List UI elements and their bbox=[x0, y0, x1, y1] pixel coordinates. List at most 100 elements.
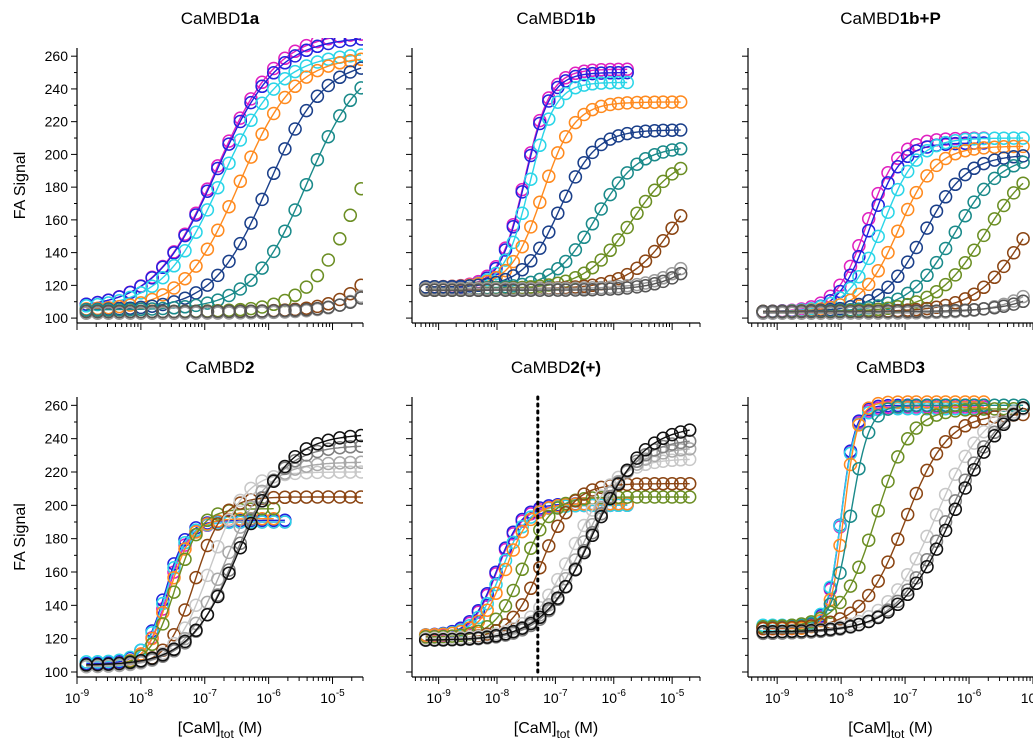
data-point-series-6 bbox=[299, 177, 314, 192]
data-point-series-10 bbox=[594, 282, 608, 297]
data-point-series-6 bbox=[594, 202, 608, 216]
data-point-series-7 bbox=[222, 513, 236, 527]
data-point-series-7 bbox=[967, 243, 981, 257]
data-point-series-2 bbox=[603, 66, 617, 80]
data-point-series-2 bbox=[278, 56, 292, 70]
data-point-series-4 bbox=[498, 562, 513, 577]
data-point-series-4 bbox=[852, 287, 866, 302]
data-point-series-6 bbox=[222, 503, 236, 517]
data-point-series-8 bbox=[987, 415, 1002, 430]
data-point-series-9 bbox=[647, 443, 662, 457]
data-point-series-10 bbox=[756, 304, 770, 319]
data-point-series-9 bbox=[900, 583, 915, 597]
data-point-series-2 bbox=[843, 268, 858, 282]
data-point-series-6 bbox=[577, 230, 591, 245]
data-point-series-6 bbox=[938, 405, 953, 420]
data-point-series-7 bbox=[333, 465, 347, 479]
y-tick-label: 100 bbox=[45, 310, 69, 326]
data-point-series-4 bbox=[585, 102, 600, 117]
data-point-series-10 bbox=[558, 283, 573, 297]
data-point-series-2 bbox=[244, 95, 258, 110]
data-point-series-3 bbox=[167, 561, 181, 575]
data-point-series-10 bbox=[665, 427, 679, 442]
data-point-series-5 bbox=[673, 490, 688, 504]
panel-title: CaMBD1b+P bbox=[840, 9, 941, 28]
data-point-series-5 bbox=[958, 398, 972, 413]
data-point-series-10 bbox=[506, 283, 521, 297]
data-point-series-2 bbox=[233, 114, 248, 129]
data-point-series-8 bbox=[665, 221, 679, 235]
data-point-series-10 bbox=[498, 627, 513, 641]
data-point-series-5 bbox=[211, 268, 225, 283]
data-point-series-4 bbox=[891, 224, 905, 238]
data-point-series-5 bbox=[987, 153, 1002, 167]
data-point-series-6 bbox=[958, 208, 972, 223]
data-point-series-7 bbox=[647, 183, 662, 198]
data-point-series-10 bbox=[881, 304, 895, 319]
data-point-series-9 bbox=[958, 473, 972, 487]
data-point-series-7 bbox=[987, 212, 1002, 226]
data-point-series-4 bbox=[558, 129, 573, 144]
data-point-series-10 bbox=[577, 545, 591, 560]
data-point-series-10 bbox=[244, 304, 258, 319]
data-point-series-8 bbox=[620, 267, 634, 282]
data-point-series-7 bbox=[871, 574, 885, 588]
data-point-series-6 bbox=[891, 450, 905, 464]
data-point-series-10 bbox=[123, 655, 137, 670]
data-point-series-1 bbox=[568, 66, 583, 81]
data-point-series-5 bbox=[900, 255, 915, 269]
series-group bbox=[418, 423, 697, 647]
data-point-series-6 bbox=[673, 476, 688, 491]
data-point-series-5 bbox=[585, 145, 600, 160]
data-point-series-6 bbox=[533, 560, 547, 575]
data-point-series-6 bbox=[909, 421, 924, 435]
data-point-series-3 bbox=[852, 269, 866, 284]
data-point-series-10 bbox=[785, 304, 799, 319]
data-point-series-10 bbox=[958, 481, 972, 495]
data-point-series-4 bbox=[266, 106, 281, 121]
data-point-series-10 bbox=[278, 459, 292, 474]
data-point-series-6 bbox=[673, 142, 688, 156]
data-point-series-4 bbox=[515, 239, 529, 254]
fit-line-series-1 bbox=[763, 137, 984, 312]
chart-panel-6: CaMBD3 10-9 10-8 10-7 10-6 10-5 [CaM]tot (M) bbox=[742, 358, 1033, 738]
data-point-series-5 bbox=[558, 496, 573, 511]
data-point-series-10 bbox=[891, 597, 905, 612]
y-tick-label: 160 bbox=[45, 212, 69, 228]
data-point-series-10 bbox=[765, 304, 780, 319]
data-point-series-4 bbox=[542, 501, 556, 515]
data-point-series-10 bbox=[682, 423, 697, 437]
data-point-series-7 bbox=[211, 540, 225, 554]
data-point-series-10 bbox=[533, 283, 547, 297]
data-point-series-6 bbox=[354, 490, 363, 504]
data-point-series-4 bbox=[665, 95, 679, 109]
data-point-series-1 bbox=[355, 38, 363, 41]
x-tick-label: 10-7 bbox=[543, 688, 568, 706]
data-point-series-5 bbox=[288, 122, 302, 136]
data-point-series-7 bbox=[568, 536, 583, 551]
data-point-series-10 bbox=[833, 304, 847, 319]
data-point-series-6 bbox=[310, 152, 325, 167]
data-point-series-4 bbox=[189, 259, 203, 273]
data-point-series-7 bbox=[233, 493, 248, 508]
data-point-series-1 bbox=[620, 62, 634, 77]
y-tick-label: 240 bbox=[45, 81, 69, 97]
data-point-series-10 bbox=[211, 304, 225, 319]
data-point-series-8 bbox=[343, 455, 358, 470]
data-point-series-5 bbox=[551, 501, 565, 515]
data-point-series-8 bbox=[881, 594, 895, 609]
data-point-series-5 bbox=[233, 236, 248, 251]
x-axis-label: [CaM]tot (M) bbox=[848, 720, 932, 738]
data-point-series-2 bbox=[288, 49, 302, 63]
data-point-series-5 bbox=[524, 541, 538, 555]
data-point-series-10 bbox=[568, 283, 583, 297]
y-tick-label: 200 bbox=[45, 497, 69, 513]
data-point-series-4 bbox=[620, 96, 634, 110]
fit-line-series-5 bbox=[425, 496, 690, 638]
x-tick-label: 10-8 bbox=[129, 688, 154, 706]
data-point-series-8 bbox=[638, 254, 653, 268]
data-point-series-5 bbox=[630, 125, 644, 139]
data-point-series-5 bbox=[156, 617, 170, 631]
data-point-series-10 bbox=[436, 633, 450, 647]
data-point-series-4 bbox=[200, 242, 215, 256]
